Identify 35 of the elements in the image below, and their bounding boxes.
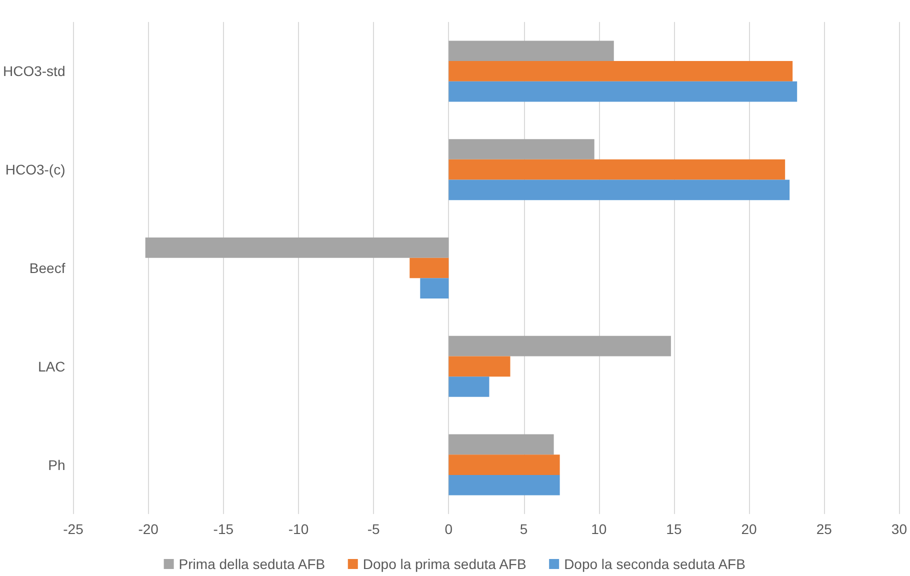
- x-tick-label: 0: [444, 521, 453, 537]
- bar: [448, 336, 671, 356]
- x-tick-label: 15: [666, 521, 682, 537]
- legend-label: Prima della seduta AFB: [178, 556, 326, 572]
- bar: [448, 61, 793, 82]
- bar: [448, 159, 786, 180]
- x-tick-label: 25: [816, 521, 832, 537]
- bar: [448, 454, 560, 475]
- y-tick-label: Ph: [48, 456, 66, 473]
- bar: [448, 81, 798, 102]
- x-tick-label: -5: [367, 521, 380, 537]
- bar: [448, 139, 594, 160]
- y-tick-label: HCO3-std: [3, 63, 66, 80]
- x-tick-label: -20: [138, 521, 159, 537]
- x-tick-label: 5: [520, 521, 528, 537]
- bar: [410, 258, 449, 278]
- bar: [448, 474, 560, 496]
- legend-label: Dopo la seconda seduta AFB: [564, 556, 746, 572]
- bar: [448, 434, 554, 455]
- x-tick-label: 20: [741, 521, 758, 537]
- x-tick-label: 30: [891, 521, 908, 537]
- bar: [448, 40, 614, 62]
- legend-label: Dopo la prima seduta AFB: [362, 556, 526, 572]
- bar: [448, 356, 510, 377]
- x-tick-label: 10: [591, 521, 607, 537]
- x-tick-label: -25: [63, 521, 84, 537]
- x-tick-label: -10: [288, 521, 309, 537]
- y-tick-label: LAC: [38, 358, 66, 374]
- bar: [420, 278, 449, 299]
- y-tick-label: HCO3-(c): [5, 162, 66, 178]
- bar: [145, 237, 449, 258]
- bar: [448, 376, 490, 397]
- y-tick-label: Beecf: [29, 260, 66, 276]
- x-tick-label: -15: [213, 521, 234, 537]
- bar: [448, 180, 790, 200]
